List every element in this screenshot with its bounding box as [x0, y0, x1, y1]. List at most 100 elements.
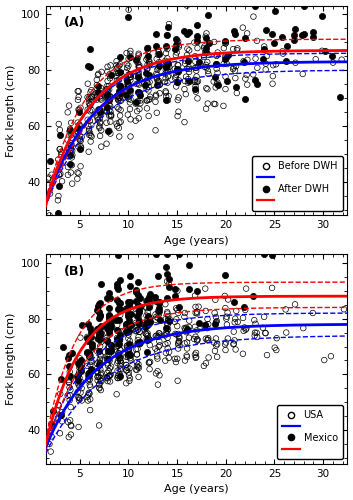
Point — [143, 330, 149, 338]
Point — [95, 364, 100, 372]
Point — [118, 372, 123, 380]
Point — [137, 338, 143, 346]
Point — [174, 48, 180, 56]
Point — [155, 77, 161, 85]
Point — [114, 296, 120, 304]
Point — [213, 313, 219, 321]
Point — [156, 308, 162, 316]
Point — [146, 358, 152, 366]
Point — [205, 67, 211, 75]
Point — [243, 34, 248, 42]
Point — [146, 303, 152, 311]
Point — [86, 374, 91, 382]
Point — [116, 76, 122, 84]
Point — [115, 96, 121, 104]
Point — [85, 362, 90, 370]
Point — [283, 56, 289, 64]
Point — [157, 372, 162, 380]
Point — [172, 292, 178, 300]
Point — [172, 74, 178, 82]
Point — [202, 42, 207, 50]
Point — [89, 132, 94, 140]
Point — [97, 359, 103, 367]
Point — [223, 40, 228, 48]
Point — [173, 82, 179, 90]
Point — [104, 360, 110, 368]
Y-axis label: Fork length (cm): Fork length (cm) — [6, 64, 16, 156]
Point — [124, 87, 130, 95]
Point — [97, 106, 102, 114]
Point — [96, 361, 101, 369]
Point — [182, 60, 188, 68]
Point — [137, 328, 142, 336]
Point — [124, 366, 129, 374]
Point — [97, 384, 102, 392]
Point — [98, 88, 104, 96]
Point — [128, 356, 133, 364]
Point — [319, 12, 325, 20]
Point — [87, 107, 93, 115]
Point — [252, 332, 257, 340]
Point — [156, 332, 162, 340]
Point — [184, 352, 190, 360]
Point — [85, 370, 91, 378]
Point — [182, 118, 187, 126]
Point — [65, 171, 71, 179]
Point — [66, 362, 71, 370]
Point — [77, 132, 83, 140]
Point — [176, 94, 181, 102]
Point — [105, 362, 111, 370]
Point — [96, 347, 102, 355]
Point — [126, 95, 132, 103]
Point — [104, 324, 110, 332]
Point — [99, 68, 104, 76]
Point — [242, 94, 248, 102]
Point — [205, 70, 211, 78]
Point — [77, 374, 82, 382]
Point — [88, 102, 93, 110]
Point — [182, 356, 188, 364]
Point — [76, 423, 82, 431]
Point — [85, 338, 91, 345]
Point — [114, 76, 120, 84]
Point — [193, 66, 199, 74]
Point — [77, 106, 82, 114]
Point — [193, 64, 199, 72]
Point — [117, 362, 123, 370]
Point — [154, 347, 160, 355]
Point — [98, 126, 104, 134]
Point — [104, 107, 109, 115]
Point — [163, 315, 168, 323]
Point — [126, 70, 131, 78]
Point — [155, 314, 161, 322]
Point — [186, 286, 191, 294]
Point — [164, 308, 170, 316]
Point — [97, 361, 103, 369]
Point — [165, 339, 170, 347]
Point — [59, 410, 64, 418]
Point — [97, 124, 102, 132]
Point — [124, 76, 130, 84]
Point — [57, 145, 62, 153]
Point — [55, 400, 61, 408]
Point — [186, 261, 191, 269]
Point — [273, 60, 279, 68]
Point — [138, 96, 143, 104]
Point — [85, 106, 90, 114]
Point — [75, 168, 80, 176]
Point — [173, 71, 179, 79]
Point — [234, 89, 240, 97]
Point — [114, 284, 120, 292]
Point — [163, 49, 169, 57]
Point — [79, 367, 84, 375]
Point — [107, 106, 112, 114]
Point — [192, 292, 198, 300]
Point — [143, 297, 149, 305]
Point — [173, 73, 179, 81]
Point — [166, 318, 172, 326]
Point — [66, 378, 72, 386]
Point — [94, 89, 100, 97]
Point — [55, 414, 61, 422]
Point — [104, 294, 110, 302]
Point — [107, 372, 112, 380]
